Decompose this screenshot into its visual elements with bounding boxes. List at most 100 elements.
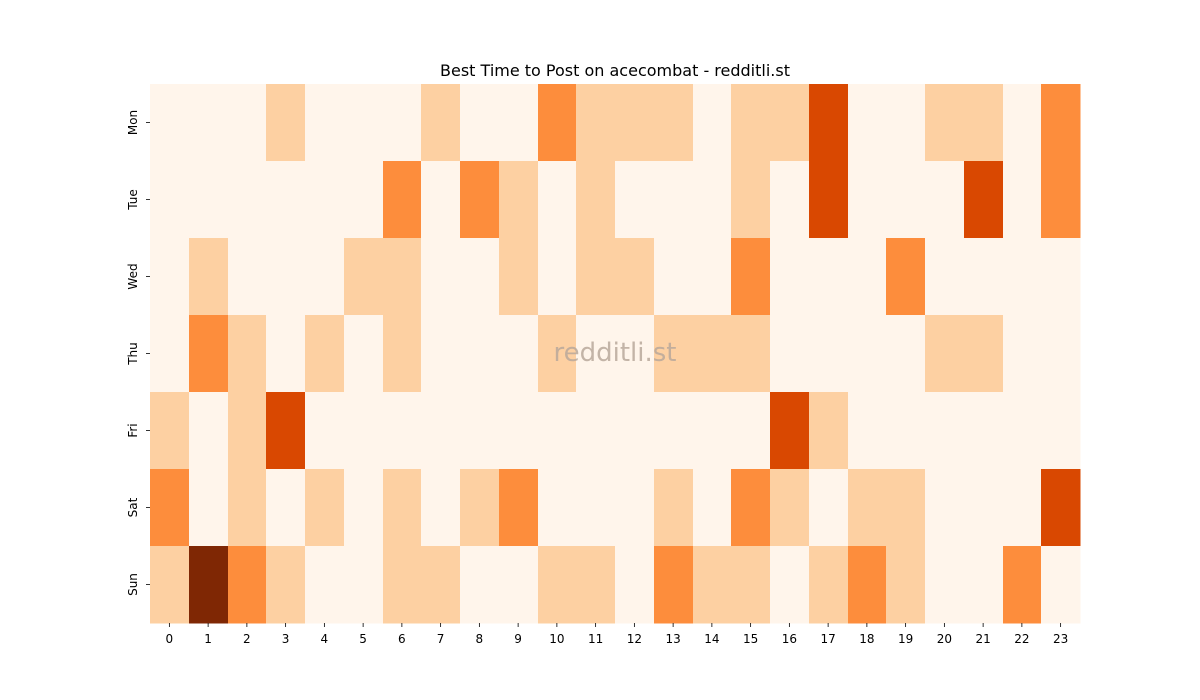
heatmap-cell (266, 84, 306, 162)
heatmap-cell (1003, 469, 1042, 547)
x-tick-label: 6 (398, 632, 406, 646)
heatmap-cell (538, 315, 577, 393)
heatmap-cell (654, 84, 694, 162)
heatmap-cell (615, 546, 655, 624)
heatmap-cell (499, 161, 539, 239)
heatmap-cell (693, 161, 732, 239)
heatmap-cell (576, 392, 616, 470)
heatmap-cell (189, 315, 229, 393)
x-tick-label: 20 (937, 632, 952, 646)
x-tick-label: 18 (859, 632, 874, 646)
x-tick-label: 5 (359, 632, 367, 646)
heatmap-cell (421, 392, 461, 470)
heatmap-cell (305, 469, 345, 547)
heatmap-cell (576, 546, 616, 624)
y-tick-label: Tue (126, 189, 140, 211)
heatmap-cell (383, 315, 422, 393)
heatmap-cell (809, 546, 849, 624)
heatmap-cell (150, 392, 190, 470)
x-tick-label: 1 (204, 632, 212, 646)
heatmap-cell (383, 469, 422, 547)
heatmap-cell (1041, 546, 1081, 624)
heatmap-cell (654, 161, 694, 239)
heatmap-cell (770, 84, 810, 162)
heatmap-cell (150, 469, 190, 547)
x-tick-label: 0 (166, 632, 174, 646)
heatmap-cell (460, 84, 500, 162)
heatmap-cell (499, 238, 539, 316)
heatmap-cell (460, 392, 500, 470)
heatmap-cell (1041, 392, 1081, 470)
y-tick-label: Sun (126, 573, 140, 596)
heatmap-cell (848, 161, 887, 239)
x-tick-label: 22 (1014, 632, 1029, 646)
x-tick-label: 10 (549, 632, 564, 646)
heatmap-cell (731, 238, 771, 316)
chart-title: Best Time to Post on acecombat - redditl… (440, 61, 790, 80)
heatmap-cell (654, 546, 694, 624)
x-tick-label: 15 (743, 632, 758, 646)
heatmap-cell (383, 161, 422, 239)
x-tick-label: 11 (588, 632, 603, 646)
heatmap-cell (731, 469, 771, 547)
heatmap-cell (925, 546, 965, 624)
heatmap-cell (731, 546, 771, 624)
heatmap-cell (809, 469, 849, 547)
heatmap-cell (964, 161, 1004, 239)
heatmap-cell (886, 161, 926, 239)
heatmap-cell (1003, 546, 1042, 624)
heatmap-cell (344, 469, 384, 547)
heatmap-cell (615, 84, 655, 162)
heatmap-cell (964, 315, 1004, 393)
heatmap-cell (576, 161, 616, 239)
heatmap-cell (460, 315, 500, 393)
heatmap-cell (925, 161, 965, 239)
heatmap-cell (228, 315, 267, 393)
heatmap-cell (460, 161, 500, 239)
heatmap-cell (809, 315, 849, 393)
heatmap-cell (809, 161, 849, 239)
heatmap-cell (848, 315, 887, 393)
heatmap-cell (693, 315, 732, 393)
y-tick-label: Thu (126, 342, 140, 366)
x-tick-label: 2 (243, 632, 251, 646)
heatmap-cell (538, 161, 577, 239)
heatmap-cell (770, 161, 810, 239)
heatmap-cell (344, 546, 384, 624)
heatmap-cell (654, 392, 694, 470)
heatmap-cell (344, 161, 384, 239)
heatmap-cell (770, 392, 810, 470)
heatmap-cell (770, 469, 810, 547)
heatmap-cell (228, 469, 267, 547)
heatmap-cell (538, 546, 577, 624)
x-tick-label: 14 (704, 632, 719, 646)
heatmap-cell (925, 315, 965, 393)
heatmap-cell (421, 238, 461, 316)
heatmap-cell (1003, 161, 1042, 239)
heatmap-cell (693, 546, 732, 624)
heatmap-cell (266, 469, 306, 547)
heatmap-cell (615, 161, 655, 239)
x-tick-label: 23 (1053, 632, 1068, 646)
heatmap-cell (925, 84, 965, 162)
heatmap-cell (654, 238, 694, 316)
y-axis: Mon Tue Wed Thu Fri Sat Sun (126, 110, 150, 596)
heatmap-cell (538, 238, 577, 316)
heatmap-cell (693, 238, 732, 316)
heatmap-cell (228, 161, 267, 239)
heatmap-cell (848, 546, 887, 624)
heatmap-cell (615, 469, 655, 547)
heatmap-cell (460, 238, 500, 316)
heatmap-cell (499, 546, 539, 624)
heatmap-cell (693, 84, 732, 162)
heatmap-cell (189, 161, 229, 239)
heatmap-cell (538, 392, 577, 470)
heatmap-cell (1003, 315, 1042, 393)
heatmap-cell (189, 238, 229, 316)
heatmap-cell (615, 392, 655, 470)
heatmap-cell (228, 84, 267, 162)
heatmap-cell (421, 469, 461, 547)
heatmap-cell (305, 546, 345, 624)
heatmap-cell (421, 161, 461, 239)
